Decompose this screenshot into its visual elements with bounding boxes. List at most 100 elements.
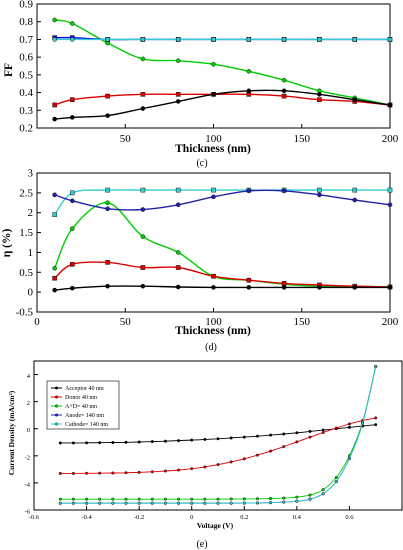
data-point: [295, 440, 299, 444]
data-point: [58, 441, 62, 445]
data-point: [98, 497, 102, 501]
y-tick-label: 0.7: [19, 34, 33, 46]
data-point: [105, 200, 110, 206]
data-point: [352, 197, 358, 203]
legend-label: Donor 40 nm: [65, 395, 97, 401]
data-point: [317, 97, 322, 102]
x-tick-label: 0.6: [345, 514, 354, 521]
data-point: [229, 501, 233, 505]
data-point: [175, 187, 181, 193]
x-tick-label: 0.4: [293, 514, 302, 521]
data-point: [98, 441, 102, 445]
data-point: [211, 194, 216, 200]
data-point: [111, 471, 115, 475]
data-point: [334, 480, 338, 484]
panel-label-c: (c): [196, 158, 207, 169]
data-point: [281, 37, 287, 42]
data-point: [387, 202, 393, 208]
x-tick-label: 0: [34, 316, 40, 328]
chart-jv-series: [58, 364, 378, 505]
data-point: [246, 188, 252, 194]
data-point: [281, 188, 287, 194]
data-point: [140, 187, 146, 193]
data-point: [69, 190, 75, 196]
chart-jv-ticks: -0.6 -0.4 -0.2 0 0.2 0.4 0.6 -6 -4 -2 0 2 4: [25, 373, 355, 521]
data-point: [85, 501, 89, 505]
data-point: [282, 432, 286, 436]
x-tick-label: -0.6: [29, 514, 40, 521]
data-point: [347, 422, 351, 426]
data-point: [246, 277, 252, 283]
data-point: [85, 441, 89, 445]
y-tick-label: 2: [28, 207, 34, 219]
data-point: [140, 207, 146, 212]
y-tick-label: 0.2: [19, 123, 33, 135]
data-point: [321, 488, 325, 492]
data-point: [190, 497, 194, 501]
x-tick-label: 100: [205, 316, 222, 328]
panel-label-e: (e): [196, 539, 207, 550]
data-point: [295, 495, 299, 499]
x-tick-label: -0.2: [134, 514, 144, 521]
data-point: [282, 500, 286, 504]
data-point: [71, 501, 75, 505]
x-tick-label: 50: [120, 133, 132, 145]
data-point: [211, 187, 216, 193]
data-point: [111, 441, 115, 445]
data-point: [308, 497, 312, 501]
data-point: [98, 471, 102, 475]
y-tick-label: 0: [27, 427, 30, 434]
data-point: [105, 93, 110, 99]
data-point: [124, 497, 128, 501]
data-point: [211, 37, 216, 42]
data-point: [140, 234, 146, 239]
x-tick-label: 100: [205, 133, 222, 145]
chart-efficiency: 0 50 100 150 200-0.500.511.522.53 η (%) Thic…: [1, 168, 399, 338]
data-point: [308, 435, 312, 439]
data-point: [52, 17, 57, 23]
data-point: [137, 470, 141, 474]
data-point: [105, 206, 110, 212]
data-point: [374, 423, 378, 427]
data-point: [211, 273, 216, 279]
x-tick-label: 0.2: [240, 514, 248, 521]
data-point: [58, 497, 62, 501]
data-point: [70, 198, 75, 204]
legend-label: Cathode= 140 nm: [65, 422, 108, 428]
data-point: [308, 429, 312, 433]
data-point: [105, 283, 110, 289]
data-point: [150, 440, 154, 444]
x-tick-label: -0.4: [81, 514, 92, 521]
data-point: [387, 187, 393, 193]
data-point: [203, 497, 207, 501]
data-point: [163, 501, 167, 505]
data-point: [150, 470, 154, 474]
data-point: [269, 501, 273, 505]
chart-ff-ticks: 50 100 150 200 0.2 0.3 0.4 0.5 0.6 0.7 0.8 0.9: [19, 0, 399, 145]
data-point: [150, 501, 154, 505]
data-point: [229, 460, 233, 464]
data-point: [317, 37, 322, 42]
data-point: [361, 421, 365, 425]
data-point: [111, 497, 115, 501]
data-point: [175, 37, 181, 42]
y-tick-label: 0.9: [19, 0, 33, 11]
data-point: [175, 284, 181, 290]
data-point: [334, 426, 338, 430]
chart-ff-series: [52, 17, 393, 122]
data-point: [317, 92, 322, 97]
data-point: [242, 435, 246, 439]
data-point: [177, 497, 181, 501]
data-point: [347, 425, 351, 429]
data-point: [140, 37, 146, 42]
data-point: [321, 431, 325, 435]
data-point: [124, 501, 128, 505]
data-point: [387, 285, 393, 290]
data-point: [295, 499, 299, 503]
data-point: [175, 250, 181, 255]
data-point: [387, 102, 393, 108]
y-tick-label: 0.3: [19, 105, 33, 117]
data-point: [321, 428, 325, 432]
data-point: [190, 467, 194, 471]
plot-frame-jv: [33, 360, 403, 511]
